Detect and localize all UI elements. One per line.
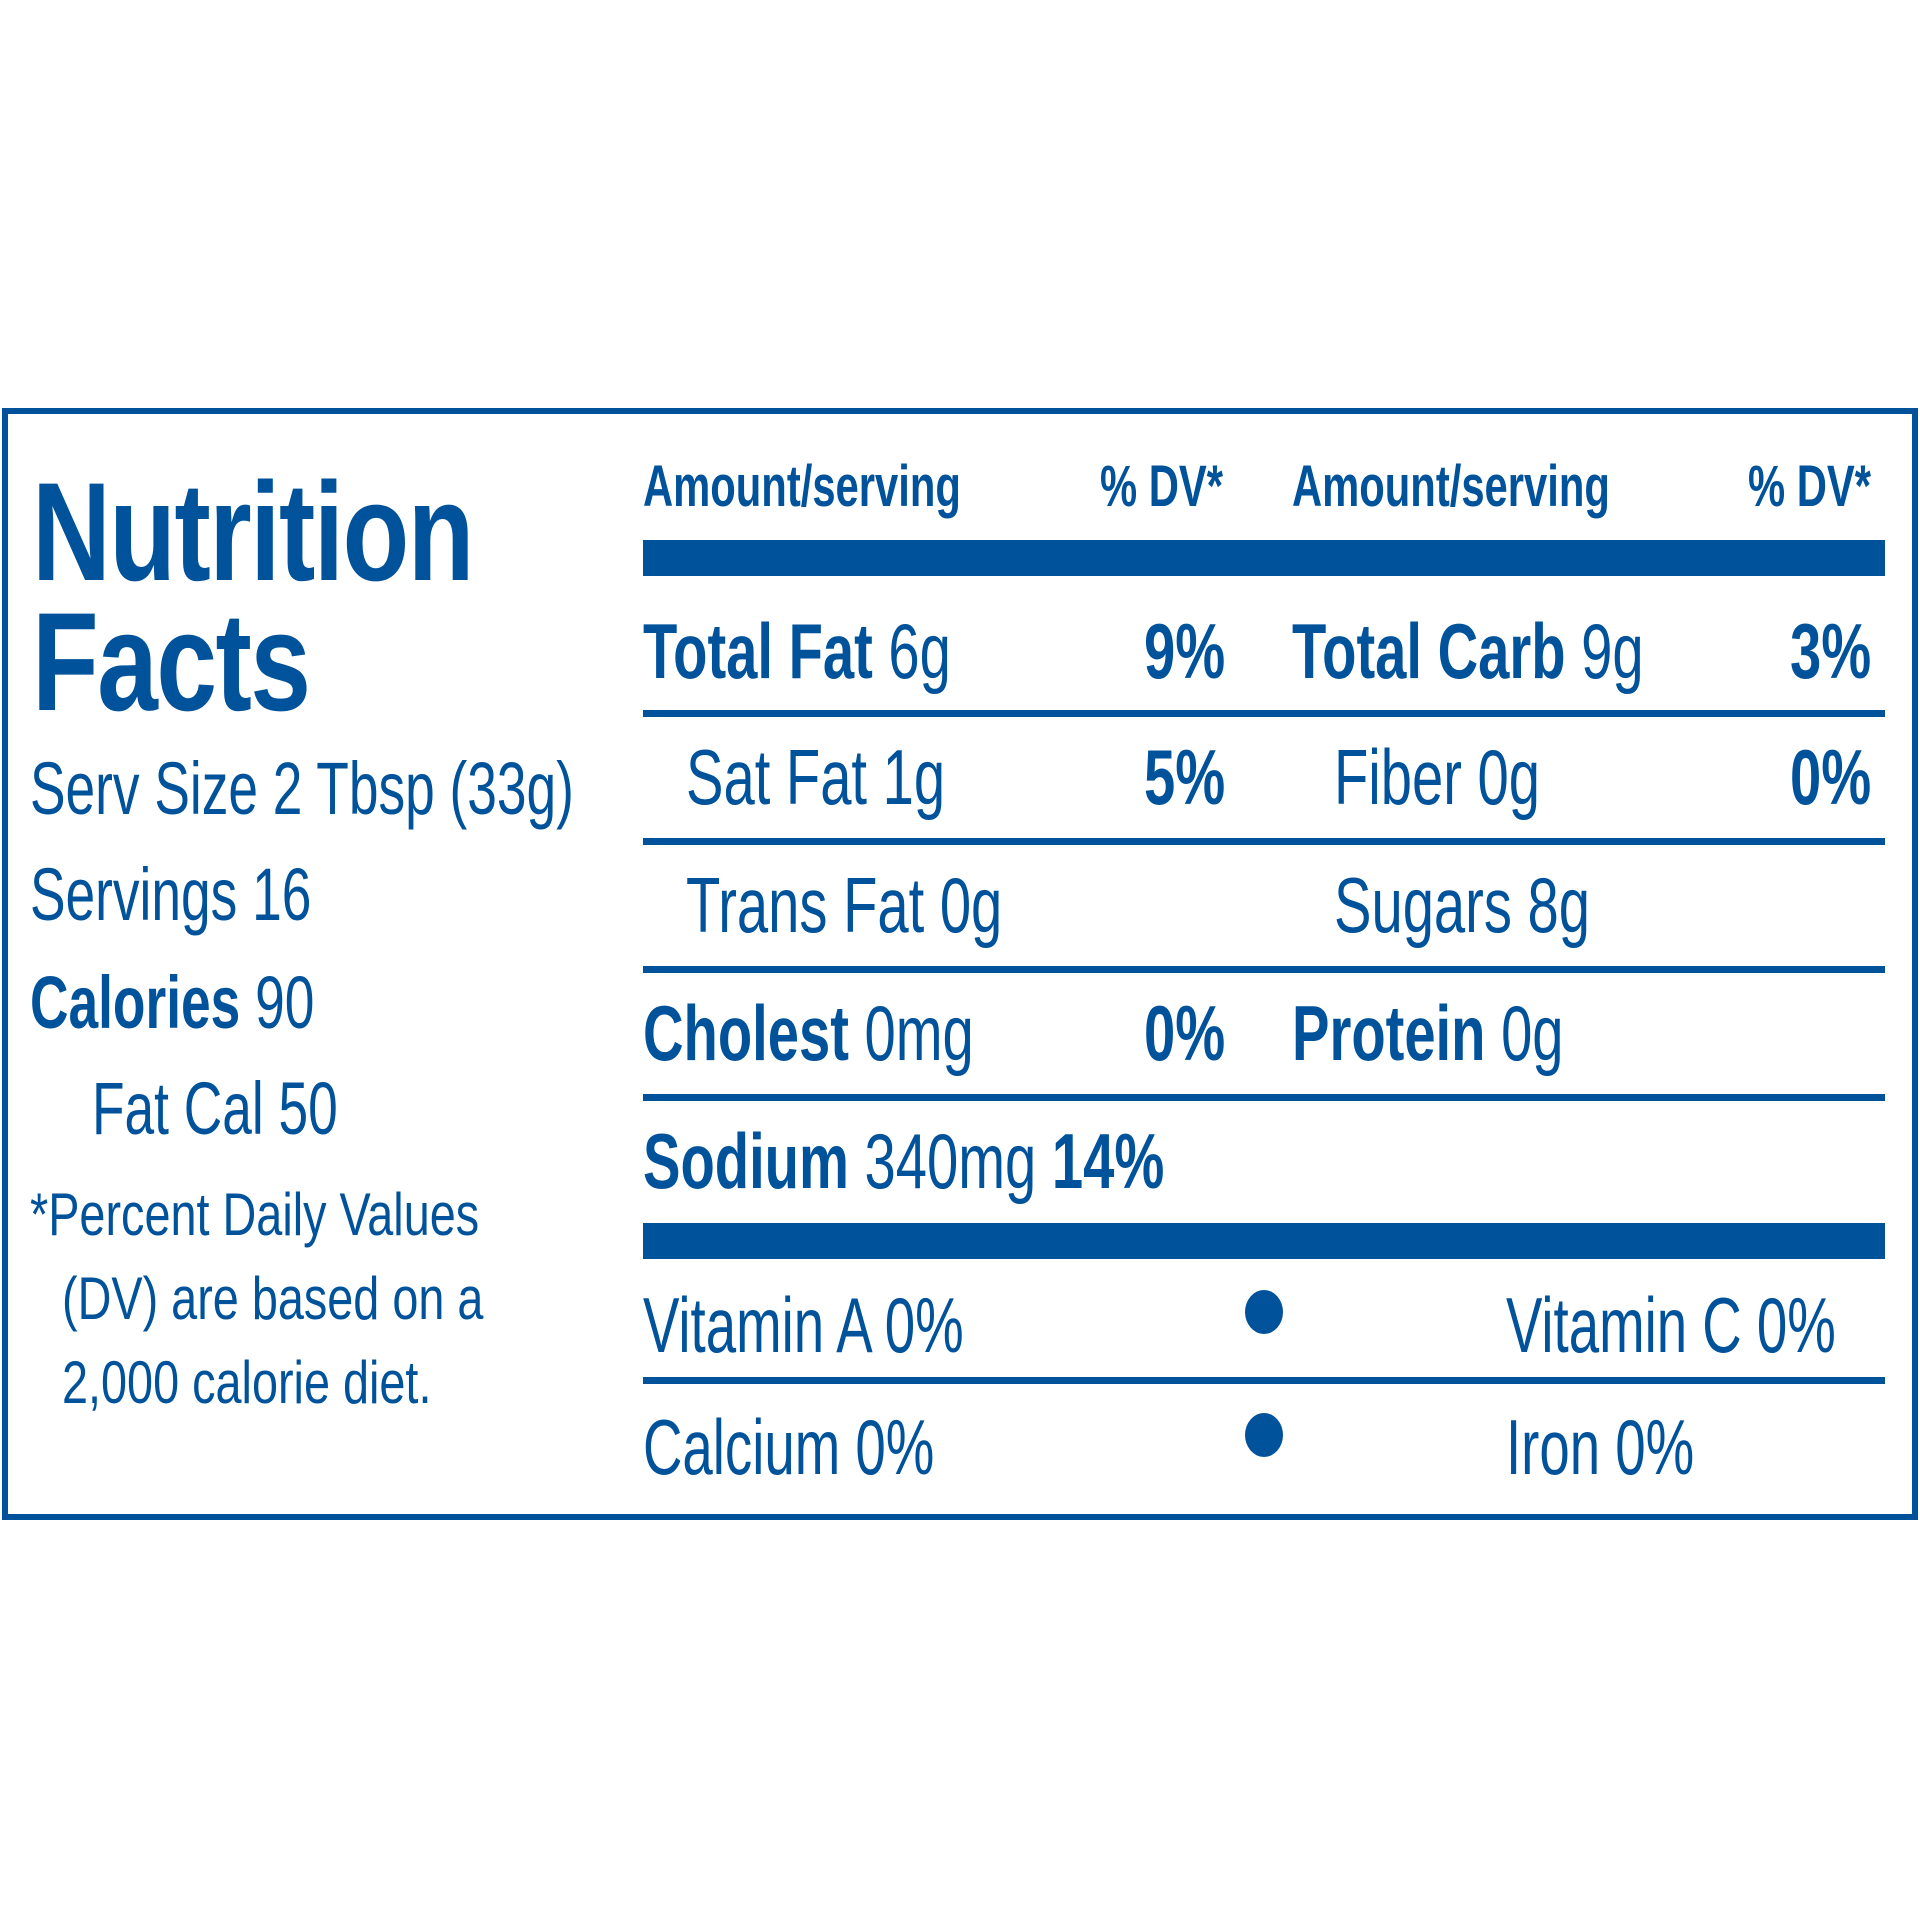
vitamin-c: Vitamin C 0% — [1506, 1281, 1836, 1369]
header-dv-left: % DV* — [1100, 454, 1223, 519]
nutrient-row-trans-fat: Trans Fat 0g — [686, 861, 1003, 949]
nutrient-row-total-carb: Total Carb 9g — [1292, 607, 1644, 695]
nutrient-row-protein: Protein 0g — [1292, 989, 1564, 1077]
dv-sat-fat: 5% — [1144, 733, 1226, 821]
title-facts: Facts — [32, 583, 311, 740]
nutrient-row-cholesterol: Cholest 0mg — [643, 989, 974, 1077]
fat-calories: Fat Cal 50 — [92, 1067, 338, 1150]
servings-per-container: Servings 16 — [30, 853, 312, 936]
divider — [643, 838, 1239, 845]
dv-cholesterol: 0% — [1144, 989, 1226, 1077]
nutrition-facts-panel — [2, 408, 1918, 1520]
nutrient-row-sodium: Sodium 340mg 14% — [643, 1117, 1165, 1205]
nutrient-row-fiber: Fiber 0g — [1334, 733, 1541, 821]
divider — [643, 1377, 1885, 1384]
calories: Calories 90 — [30, 960, 425, 1046]
title-nutrition: Nutrition — [32, 453, 474, 610]
thick-divider-bottom — [643, 1223, 1885, 1259]
iron: Iron 0% — [1506, 1403, 1695, 1491]
dv-total-fat: 9% — [1144, 607, 1226, 695]
divider — [643, 710, 1239, 717]
thick-divider-top — [643, 540, 1885, 576]
footnote-line-2: (DV) are based on a — [62, 1265, 484, 1332]
footnote-line-1: *Percent Daily Values — [30, 1181, 480, 1248]
divider — [1239, 710, 1885, 717]
bullet-icon — [1245, 1413, 1283, 1457]
serving-size: Serv Size 2 Tbsp (33g) — [30, 747, 574, 830]
nutrient-row-sugars: Sugars 8g — [1334, 861, 1591, 949]
divider — [643, 966, 1239, 973]
footnote-line-3: 2,000 calorie diet. — [62, 1349, 432, 1416]
vitamin-a: Vitamin A 0% — [643, 1281, 964, 1369]
nutrient-row-total-fat: Total Fat 6g — [643, 607, 951, 695]
divider — [1239, 1094, 1885, 1101]
header-dv-right: % DV* — [1748, 454, 1871, 519]
bullet-icon — [1245, 1290, 1283, 1334]
calcium: Calcium 0% — [643, 1403, 935, 1491]
dv-fiber: 0% — [1790, 733, 1872, 821]
header-amount-right: Amount/serving — [1292, 454, 1610, 519]
dv-total-carb: 3% — [1790, 607, 1872, 695]
header-amount-left: Amount/serving — [643, 454, 961, 519]
divider — [1239, 838, 1885, 845]
divider — [1239, 966, 1885, 973]
nutrient-row-sat-fat: Sat Fat 1g — [686, 733, 946, 821]
divider — [643, 1094, 1239, 1101]
calories-value: 90 — [255, 961, 315, 1044]
calories-label: Calories — [30, 961, 241, 1044]
